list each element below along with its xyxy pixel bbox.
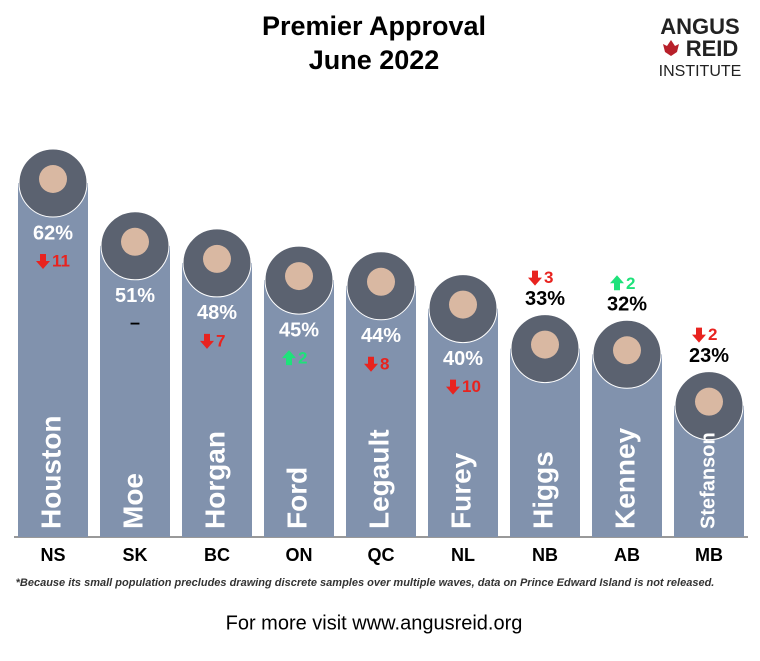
value-label: 23% [689, 345, 729, 367]
x-tick-label: NL [451, 545, 475, 565]
value-label: 32% [607, 294, 647, 316]
bar [264, 280, 334, 537]
value-label: 44% [361, 325, 401, 347]
premier-name: Kenney [609, 427, 640, 529]
photo-face [203, 244, 231, 273]
x-tick-label: AB [614, 545, 640, 565]
photo-face [449, 290, 477, 319]
photo-face [695, 387, 723, 416]
value-label: 45% [279, 319, 319, 341]
x-tick-label: QC [368, 545, 395, 565]
change-label: – [130, 313, 140, 333]
bar [100, 245, 170, 537]
change-arrow [692, 327, 706, 343]
footer: For more visit www.angusreid.org [226, 612, 523, 634]
x-tick-label: ON [286, 545, 313, 565]
change-label: 3 [544, 268, 553, 287]
change-arrow [282, 350, 296, 366]
logo-text: INSTITUTE [659, 63, 742, 80]
photo-face [613, 336, 641, 365]
change-arrow [446, 379, 460, 395]
bar [182, 262, 252, 537]
premier-name: Houston [35, 415, 66, 529]
change-arrow [200, 333, 214, 349]
value-label: 33% [525, 288, 565, 310]
x-tick-label: BC [204, 545, 230, 565]
photo-face [121, 227, 149, 256]
change-label: 2 [708, 325, 717, 344]
logo-leaf [663, 40, 679, 56]
change-arrow [364, 356, 378, 372]
change-arrow [36, 254, 50, 269]
premier-name: Ford [281, 467, 312, 529]
value-label: 48% [197, 302, 237, 324]
change-label: 11 [52, 251, 70, 270]
bar [346, 285, 416, 537]
premier-name: Higgs [527, 451, 558, 529]
premier-name: Moe [117, 473, 148, 529]
change-arrow [610, 275, 624, 291]
x-tick-label: SK [122, 545, 147, 565]
change-label: 7 [216, 331, 225, 350]
premier-name: Furey [445, 452, 476, 529]
premier-name: Legault [363, 429, 394, 529]
chart-subtitle: June 2022 [309, 45, 440, 75]
chart-title: Premier Approval [262, 11, 486, 41]
photo-face [531, 330, 559, 359]
change-arrow [528, 270, 542, 286]
change-label: 2 [626, 274, 635, 293]
x-tick-label: NS [40, 545, 65, 565]
value-label: 62% [33, 222, 73, 244]
logo-text: ANGUS [660, 14, 739, 39]
footnote: *Because its small population precludes … [16, 577, 715, 589]
value-label: 51% [115, 285, 155, 307]
change-label: 10 [462, 377, 481, 396]
value-label: 40% [443, 348, 483, 370]
change-label: 8 [380, 354, 389, 373]
x-tick-label: NB [532, 545, 558, 565]
bar [428, 308, 498, 537]
change-label: 2 [298, 349, 307, 368]
photo-face [367, 267, 395, 296]
photo-face [39, 165, 67, 193]
bar [18, 183, 88, 537]
logo-text: REID [686, 36, 739, 61]
photo-face [285, 262, 313, 291]
x-tick-label: MB [695, 545, 723, 565]
premier-name: Horgan [199, 431, 230, 529]
premier-name: Stefanson [697, 432, 719, 529]
